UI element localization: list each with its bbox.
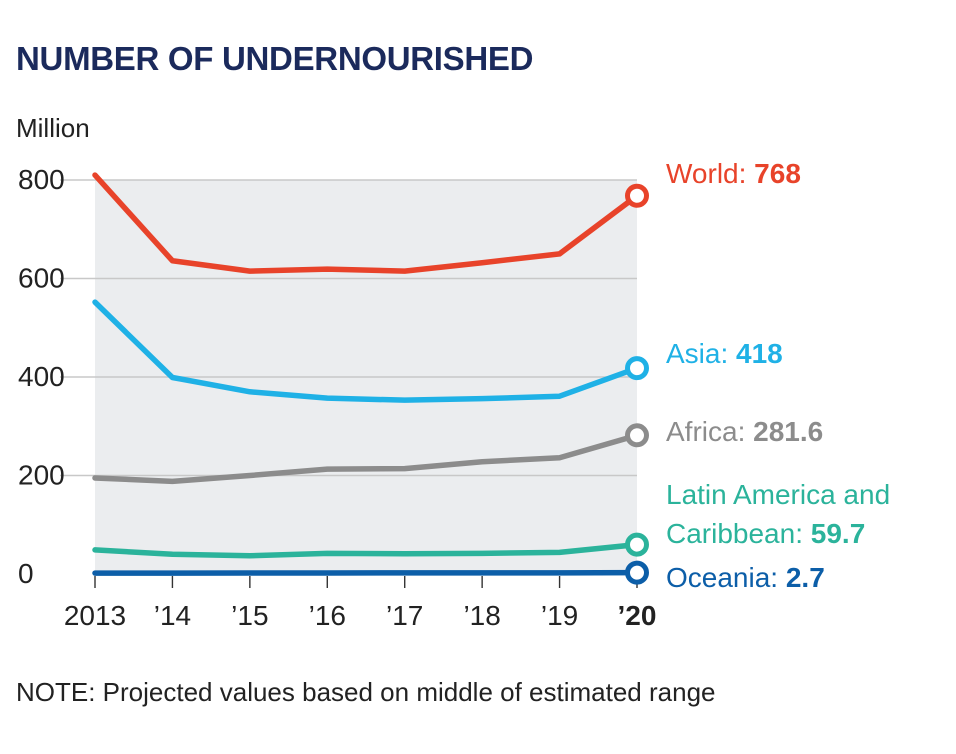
series-line-africa [92,432,640,485]
x-axis-ticks: 2013 ’14 ’15 ’16 ’17 ’18 ’19 ’20 [64,576,657,631]
endpoint-marker-africa [625,423,649,448]
endpoint-marker-asia [625,356,649,381]
y-axis-ticks: 0 200 400 600 800 [18,164,65,589]
y-tick-label-800: 800 [18,164,65,195]
series-name-world: World: [666,158,754,189]
x-tick-label-4: ’17 [386,600,423,631]
series-lines [92,172,649,585]
series-line-world [92,172,640,274]
x-tick-label-2: ’15 [231,600,268,631]
series-name-asia: Asia: [666,338,736,369]
series-value-latin-america-and-caribbean: 59.7 [811,518,866,549]
series-line-asia [92,299,640,403]
chart-title: NUMBER OF UNDERNOURISHED [16,40,534,77]
y-tick-label-0: 0 [18,558,34,589]
gridlines [60,179,637,477]
endpoint-marker-oceania [625,560,649,585]
series-labels: World: 768 Asia: 418 Africa: 281.6 Latin Am… [666,158,890,593]
x-tick-label-1: ’14 [154,600,191,631]
endpoint-marker-world [625,183,649,208]
series-label-latin-america-and-caribbean-line-1: Latin America and [666,479,890,510]
series-name-africa: Africa: [666,416,753,447]
series-line-latin-america-and-caribbean [92,541,640,559]
y-tick-label-600: 600 [18,263,65,294]
series-label-africa: Africa: 281.6 [666,416,823,447]
series-value-world: 768 [754,158,801,189]
series-label-latin-america-and-caribbean-line-2: Caribbean: 59.7 [666,518,865,549]
x-tick-label-5: ’18 [463,600,500,631]
y-axis-unit-label: Million [16,113,90,143]
y-tick-label-400: 400 [18,361,65,392]
series-name-oceania: Oceania: [666,562,786,593]
series-label-world: World: 768 [666,158,801,189]
chart-note: NOTE: Projected values based on middle o… [16,677,716,707]
y-tick-label-200: 200 [18,460,65,491]
series-label-asia: Asia: 418 [666,338,783,369]
x-tick-label-6: ’19 [541,600,578,631]
x-tick-label-3: ’16 [309,600,346,631]
x-tick-label-0: 2013 [64,600,126,631]
series-label-oceania: Oceania: 2.7 [666,562,825,593]
x-tick-label-7: ’20 [618,600,657,631]
endpoint-marker-latin-america-and-caribbean [625,532,649,557]
series-value-oceania: 2.7 [786,562,825,593]
series-value-asia: 418 [736,338,783,369]
series-value-africa: 281.6 [753,416,823,447]
